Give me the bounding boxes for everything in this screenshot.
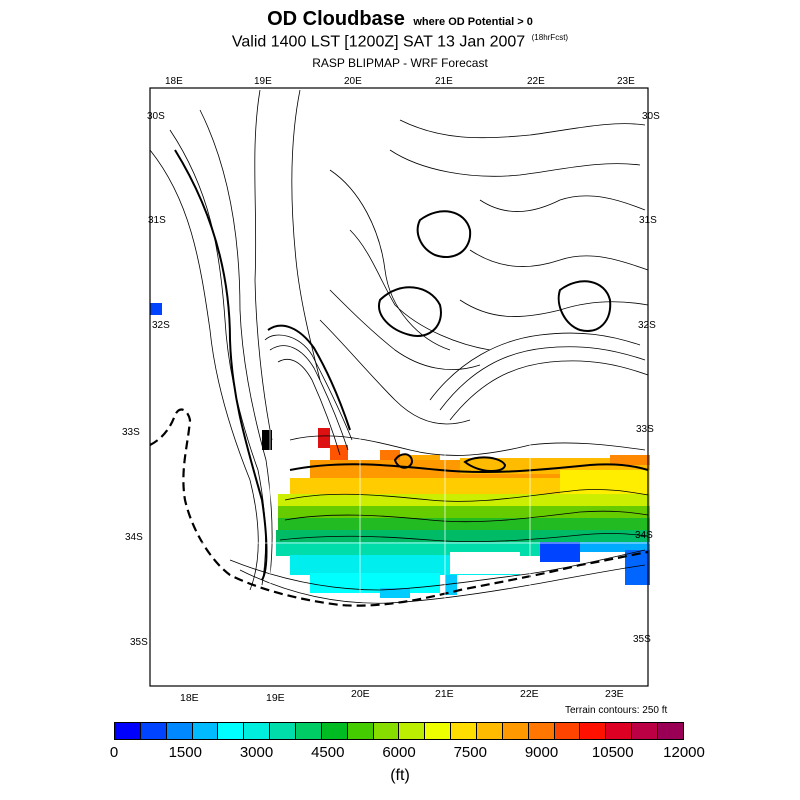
- lon-label-top: 22E: [527, 76, 545, 87]
- colorbar-swatch: [425, 723, 452, 739]
- colorbar-units: (ft): [390, 767, 410, 784]
- colorbar-swatch: [244, 723, 271, 739]
- lon-label-bottom: 23E: [605, 688, 624, 700]
- forecast-tag: (18hrFcst): [531, 33, 569, 42]
- colorbar-swatch: [347, 723, 374, 739]
- colorbar-swatch: [115, 723, 141, 739]
- colorbar-tick-label: 0: [109, 744, 119, 761]
- colorbar-swatch: [632, 723, 659, 739]
- graticule: [150, 430, 650, 600]
- colorbar-swatch: [166, 723, 193, 739]
- colorbar: [114, 722, 684, 740]
- lat-label-right: 31S: [639, 215, 657, 226]
- colorbar-tick-label: 6000: [382, 744, 416, 761]
- valid-time-text: Valid 1400 LST [1200Z] SAT 13 Jan 2007: [231, 33, 526, 51]
- lon-label-bottom: 18E: [180, 692, 199, 704]
- lon-label-bottom: 22E: [520, 688, 539, 700]
- lat-label-left: 33S: [122, 427, 140, 438]
- lon-label-top: 20E: [344, 76, 362, 87]
- lat-labels-left: 30S 31S 32S 33S 34S 35S: [122, 111, 170, 648]
- map-frame: [149, 87, 649, 687]
- colorbar-swatch: [606, 723, 633, 739]
- colorbar-swatch: [296, 723, 322, 739]
- cloudbase-field: [150, 303, 650, 598]
- colorbar-swatch: [658, 723, 683, 739]
- colorbar-tick-label: 9000: [524, 744, 559, 761]
- coastline: [149, 408, 649, 607]
- terrain-contour-note: Terrain contours: 250 ft: [565, 705, 668, 716]
- lon-label-top: 18E: [165, 76, 183, 87]
- colorbar-swatch: [477, 723, 503, 739]
- map-subtitle: RASP BLIPMAP - WRF Forecast: [312, 56, 488, 70]
- lat-labels-right: 30S 31S 32S 33S 34S 35S: [633, 111, 660, 645]
- colorbar-swatch: [218, 723, 245, 739]
- lat-label-left: 31S: [148, 215, 166, 226]
- colorbar-tick-label: 12000: [663, 744, 705, 761]
- colorbar-tick-label: 3000: [239, 744, 274, 761]
- lon-label-bottom: 21E: [435, 688, 454, 700]
- terrain-contours-major: [174, 149, 649, 581]
- colorbar-swatch: [580, 723, 607, 739]
- colorbar-swatch: [554, 723, 581, 739]
- lat-label-left: 30S: [147, 111, 165, 122]
- colorbar-swatch: [373, 723, 400, 739]
- colorbar-tick-labels: 0 1500 3000 4500 6000 7500 9000 10500 12000: [0, 744, 800, 762]
- colorbar-swatch: [192, 723, 219, 739]
- lat-label-right: 33S: [636, 424, 654, 435]
- colorbar-tick-label: 1500: [168, 744, 202, 761]
- lat-label-left: 34S: [125, 532, 143, 543]
- lat-label-left: 35S: [130, 637, 148, 648]
- lat-label-right: 32S: [638, 320, 656, 331]
- lat-label-right: 35S: [633, 634, 651, 645]
- colorbar-swatch: [270, 723, 297, 739]
- colorbar-swatch: [451, 723, 478, 739]
- lon-label-bottom: 19E: [266, 692, 285, 704]
- colorbar-tick-label: 4500: [311, 744, 345, 761]
- lat-label-right: 34S: [635, 530, 653, 541]
- colorbar-swatch: [528, 723, 555, 739]
- lon-label-bottom: 20E: [351, 688, 370, 700]
- title-note: where OD Potential > 0: [413, 16, 533, 28]
- title-main: OD Cloudbase: [267, 8, 405, 30]
- colorbar-swatch: [399, 723, 426, 739]
- lon-label-top: 23E: [617, 76, 635, 87]
- lon-label-top: 21E: [435, 76, 453, 87]
- terrain-contours: [149, 89, 649, 604]
- colorbar-tick-label: 10500: [591, 744, 634, 761]
- lat-label-left: 32S: [152, 320, 170, 331]
- lon-labels-bottom: 18E 19E 20E 21E 22E 23E: [180, 688, 624, 704]
- map-title: OD Cloudbase where OD Potential > 0: [0, 8, 800, 34]
- colorbar-swatch: [140, 723, 167, 739]
- lon-label-top: 19E: [254, 76, 272, 87]
- colorbar-swatch: [502, 723, 529, 739]
- lat-label-right: 30S: [642, 111, 660, 122]
- lon-labels-top: 18E 19E 20E 21E 22E 23E: [165, 76, 635, 87]
- colorbar-tick-label: 7500: [453, 744, 487, 761]
- colorbar-swatch: [321, 723, 348, 739]
- valid-time-line: Valid 1400 LST [1200Z] SAT 13 Jan 2007 (…: [0, 33, 800, 51]
